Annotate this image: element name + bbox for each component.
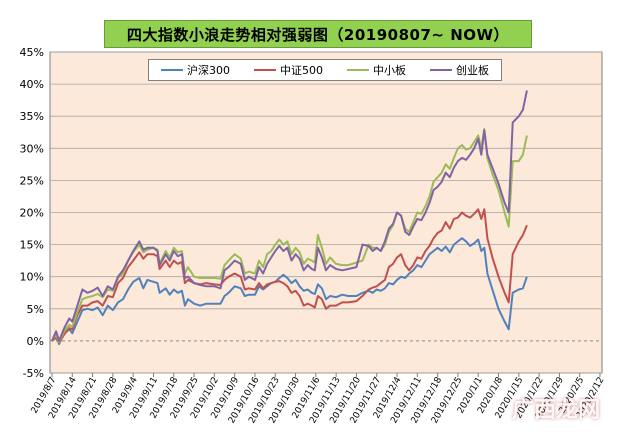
y-tick-label: 5%: [27, 303, 44, 316]
legend-item: 中证500: [254, 62, 323, 78]
legend-label: 中证500: [280, 64, 323, 77]
y-tick-label: 15%: [20, 239, 44, 252]
legend-swatch: [347, 69, 369, 71]
legend-swatch: [161, 69, 183, 71]
legend-label: 中小板: [373, 64, 406, 77]
series-line-0: [51, 237, 528, 346]
y-tick-label: 10%: [20, 271, 44, 284]
chart-title: 四大指数小浪走势相对强弱图（20190807~ NOW）: [126, 25, 510, 44]
y-tick-label: 35%: [20, 110, 44, 123]
legend-item: 沪深300: [161, 62, 230, 78]
legend-label: 创业板: [456, 64, 489, 77]
series-line-1: [51, 208, 528, 344]
legend-label: 沪深300: [187, 64, 230, 77]
legend-item: 中小板: [347, 62, 406, 78]
y-tick-label: 40%: [20, 78, 44, 91]
watermark-text: 广西龙网: [512, 398, 601, 423]
series-line-3: [51, 90, 528, 342]
y-tick-label: -5%: [23, 367, 44, 380]
y-tick-label: 0%: [27, 335, 44, 348]
legend-item: 创业板: [430, 62, 489, 78]
legend-swatch: [254, 69, 276, 71]
series-line-2: [51, 128, 528, 344]
y-tick-label: 45%: [20, 46, 44, 59]
y-tick-label: 25%: [20, 174, 44, 187]
legend-swatch: [430, 69, 452, 71]
chart-title-box: 四大指数小浪走势相对强弱图（20190807~ NOW）: [104, 20, 532, 48]
chart-legend: 沪深300 中证500 中小板 创业板: [148, 59, 502, 81]
y-tick-label: 30%: [20, 142, 44, 155]
y-tick-label: 20%: [20, 207, 44, 220]
